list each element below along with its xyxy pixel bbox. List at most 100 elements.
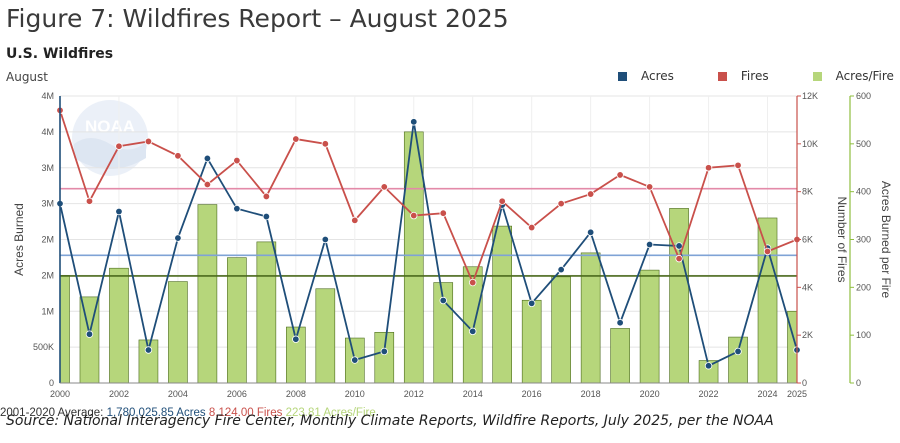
data-point — [351, 216, 359, 225]
x-tick-label: 2020 — [640, 389, 660, 399]
data-point — [469, 278, 477, 287]
y-right-tick-label: 4K — [802, 282, 813, 292]
data-point — [380, 183, 388, 191]
x-tick-label: 2014 — [463, 389, 483, 399]
series-lines — [56, 106, 801, 370]
data-point — [144, 346, 153, 354]
data-point — [144, 137, 153, 146]
svg-text:NOAA: NOAA — [85, 117, 135, 136]
data-point — [734, 161, 742, 170]
bar-acres-per-fire — [59, 275, 70, 384]
y-left-tick-label: 3M — [41, 199, 54, 209]
noaa-logo: NOAA — [70, 98, 150, 178]
y-left-tick-label: 0 — [49, 378, 54, 388]
legend-label-acres-per-fire: Acres/Fire — [835, 69, 894, 83]
y-left-tick-label: 2M — [41, 270, 54, 280]
series-line — [59, 110, 798, 286]
legend-item-acres[interactable]: Acres — [618, 69, 674, 83]
figure-title: Figure 7: Wildfires Report – August 2025 — [6, 4, 509, 33]
y-left-tick-label: 3M — [41, 163, 54, 173]
bar-acres-per-fire — [728, 336, 748, 384]
data-point — [469, 327, 477, 336]
y-left-tick-label: 500K — [33, 342, 54, 352]
y-left-tick-label: 2M — [41, 235, 54, 245]
y-right2-tick-label: 500 — [856, 139, 871, 149]
legend-swatch-acres-per-fire — [812, 71, 822, 81]
y-left-tick-label: 4M — [41, 127, 54, 137]
bar-acres-per-fire — [197, 204, 218, 384]
bar-acres-per-fire — [521, 299, 542, 384]
data-point — [734, 347, 742, 356]
data-point — [645, 183, 654, 191]
data-point — [115, 207, 123, 216]
data-point — [763, 247, 772, 256]
data-point — [557, 199, 565, 208]
data-point — [292, 335, 300, 343]
legend-item-fires[interactable]: Fires — [717, 69, 769, 83]
data-point — [203, 180, 212, 189]
data-point — [85, 330, 94, 338]
bar-acres-per-fire — [669, 208, 689, 384]
y-left-tick-label: 4M — [41, 91, 54, 101]
data-point — [85, 197, 94, 205]
data-point — [704, 164, 713, 172]
data-point — [586, 190, 595, 198]
average-reference-lines — [60, 187, 797, 277]
x-tick-label: 2022 — [699, 389, 719, 399]
source-note: Source: National Interagency Fire Center… — [6, 413, 774, 429]
data-point — [527, 299, 536, 308]
data-point — [557, 265, 565, 274]
data-point — [321, 235, 330, 244]
y-right2-axis-title: Acres Burned per Fire — [879, 181, 893, 299]
x-tick-label: 2016 — [522, 389, 542, 399]
x-tick-label: 2025 — [787, 389, 807, 399]
legend-swatch-fires — [717, 71, 727, 81]
y-right-tick-label: 0 — [802, 378, 807, 388]
x-tick-label: 2006 — [227, 389, 247, 399]
data-point — [233, 204, 241, 213]
bar-acres-per-fire — [580, 252, 601, 384]
bar-acres-per-fire — [610, 328, 630, 384]
bar-acres-per-fire — [757, 217, 778, 384]
data-point — [321, 140, 330, 148]
data-point — [439, 209, 447, 217]
average-caption-text: 2001-2020 Average: 1,780,025.85 Acres 8,… — [0, 407, 376, 419]
y-right-tick-label: 8K — [802, 187, 813, 197]
y-right-tick-label: 10K — [802, 139, 818, 149]
chart-subtitle: August — [6, 70, 48, 84]
data-point — [380, 347, 388, 356]
average-caption-part: 1,780,025.85 Acres — [107, 407, 209, 419]
bar-acres-per-fire — [315, 288, 336, 384]
y-left-axis-title: Acres Burned — [12, 203, 26, 276]
data-point — [410, 211, 418, 220]
y-right-tick-label: 12K — [802, 91, 818, 101]
legend-item-acres-per-fire[interactable]: Acres/Fire — [812, 69, 894, 83]
bar-acres-per-fire — [639, 269, 660, 384]
y-left-tick-label: 1M — [41, 306, 54, 316]
average-caption-part: 2001-2020 Average: — [0, 407, 107, 419]
bar-acres-per-fire — [374, 331, 395, 384]
data-point — [586, 228, 595, 237]
data-point — [675, 254, 683, 263]
data-point — [174, 234, 182, 242]
axes: 0 500K 1M 2M 2M 3M 3M 4M 4M 0 2K 4K 6K 8K 10K 12K 0 100 20… — [12, 91, 893, 399]
chart-title: U.S. Wildfires — [6, 46, 114, 62]
x-tick-label: 2018 — [581, 389, 601, 399]
data-point — [675, 242, 683, 250]
y-right2-tick-label: 300 — [856, 235, 871, 245]
y-right2-tick-label: 0 — [856, 378, 861, 388]
data-point — [262, 192, 271, 201]
data-point — [292, 135, 300, 143]
x-tick-label: 2004 — [168, 389, 188, 399]
data-point — [527, 223, 536, 232]
bar-acres-per-fire — [168, 281, 188, 384]
y-right2-tick-label: 100 — [856, 330, 871, 340]
legend-label-fires: Fires — [740, 69, 769, 83]
x-tick-label: 2012 — [404, 389, 424, 399]
x-tick-label: 2010 — [345, 389, 365, 399]
bar-acres-per-fire — [109, 267, 129, 384]
average-caption: 2001-2020 Average: 1,780,025.85 Acres 8,… — [0, 407, 376, 419]
x-tick-label: 2002 — [109, 389, 129, 399]
data-point — [616, 319, 624, 327]
